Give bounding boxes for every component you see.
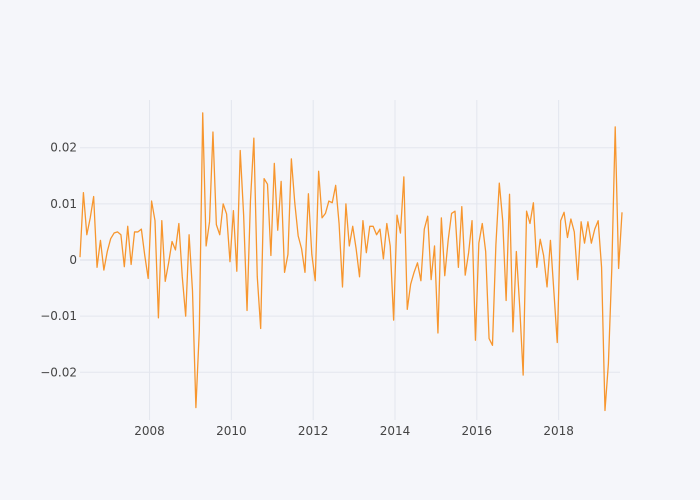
x-tick-label: 2014	[380, 424, 411, 438]
series-layer	[79, 112, 623, 412]
x-tick-label: 2010	[216, 424, 247, 438]
y-tick-label: −0.01	[40, 309, 77, 323]
y-axis: −0.02 −0.01 0 0.01 0.02	[40, 141, 77, 380]
x-axis: 2008 2010 2012 2014 2016 2018	[134, 424, 574, 438]
series-line	[79, 112, 623, 412]
x-tick-label: 2018	[543, 424, 574, 438]
x-tick-label: 2012	[298, 424, 329, 438]
grid-lines	[80, 100, 620, 420]
y-tick-label: −0.02	[40, 365, 77, 379]
y-tick-label: 0	[69, 253, 77, 267]
x-tick-label: 2008	[134, 424, 165, 438]
y-tick-label: 0.01	[50, 197, 77, 211]
y-tick-label: 0.02	[50, 141, 77, 155]
x-tick-label: 2016	[462, 424, 493, 438]
